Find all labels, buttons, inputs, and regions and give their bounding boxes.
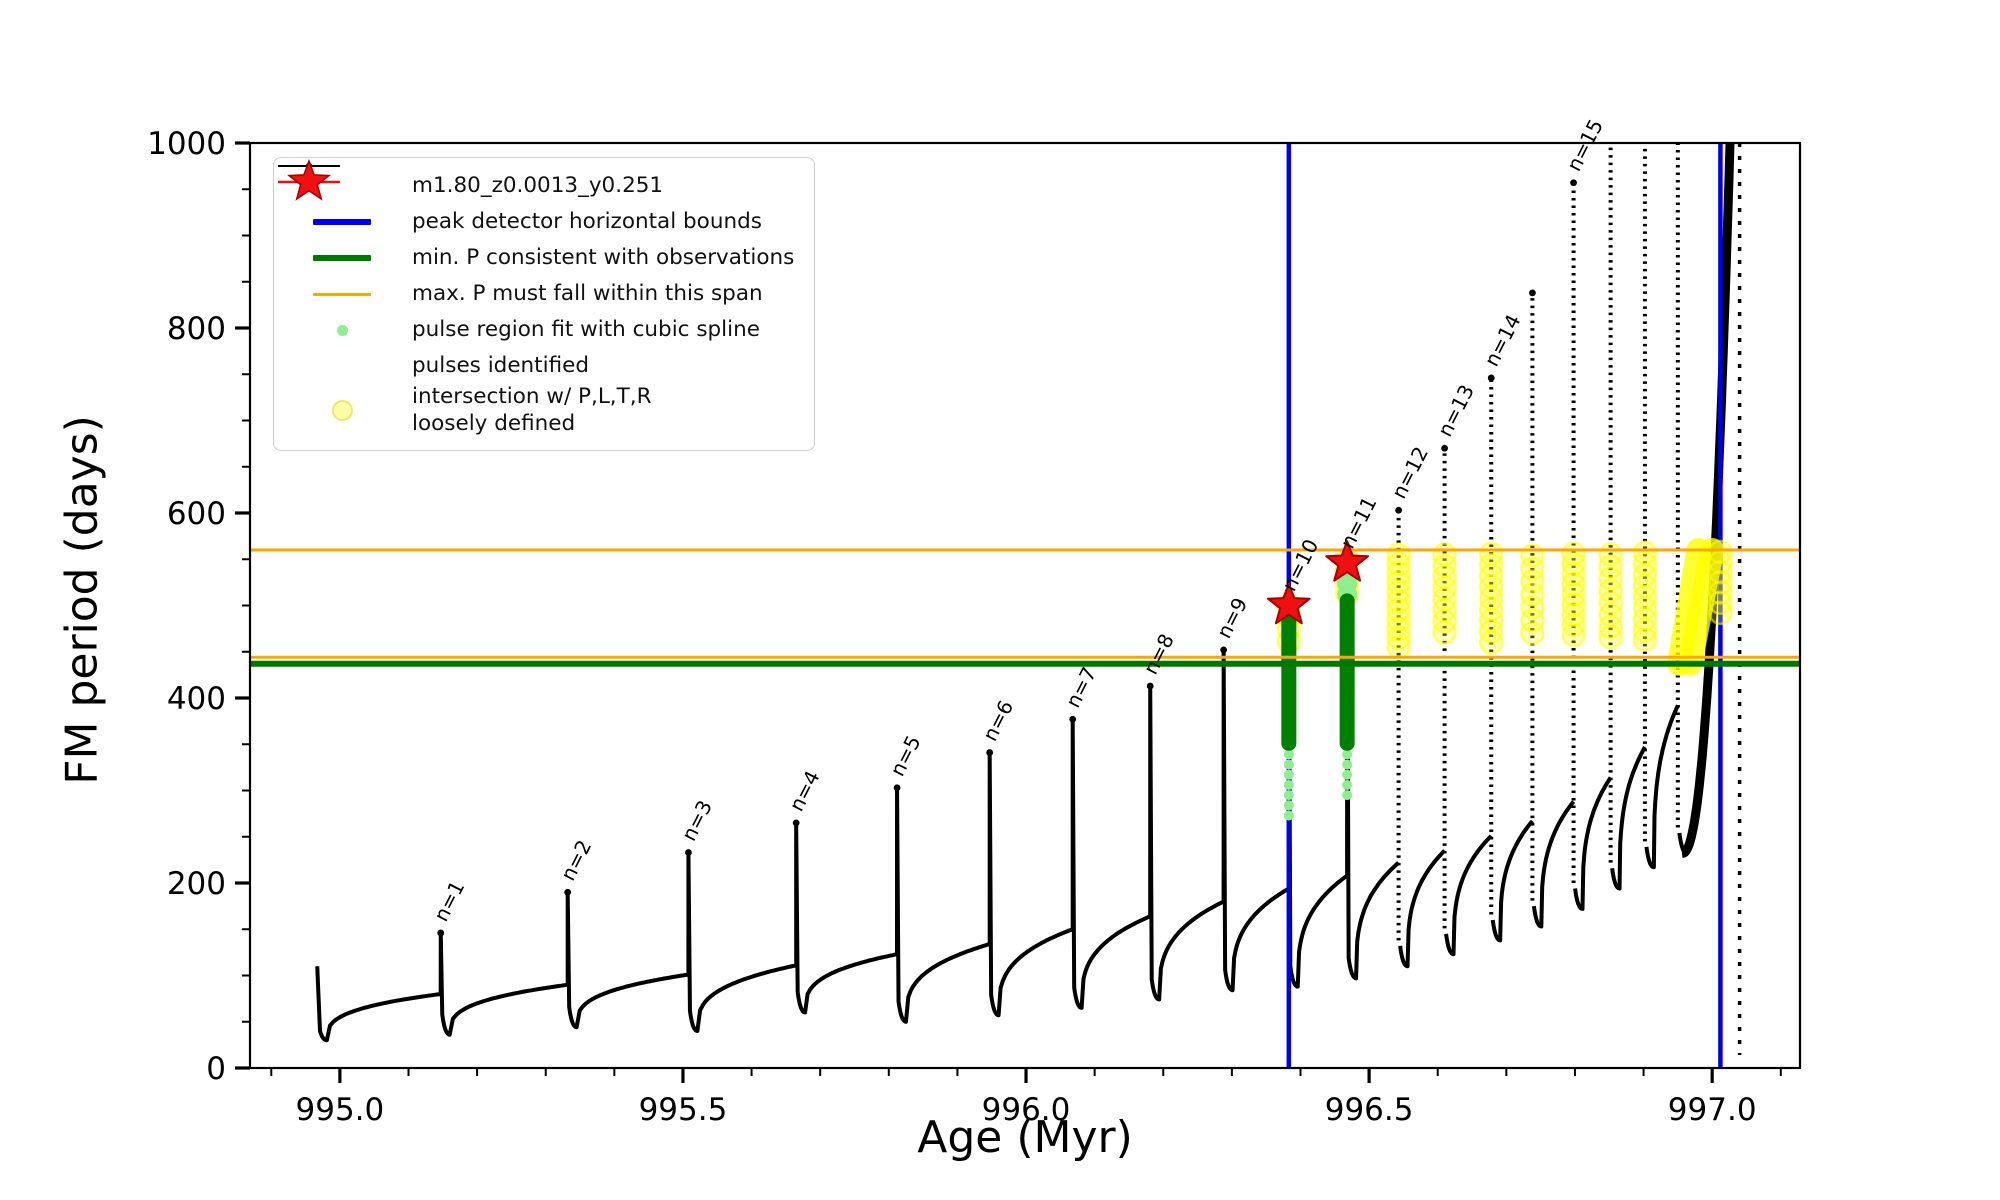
legend-row-pulses: pulses identified <box>278 158 794 384</box>
green-line-icon <box>286 255 398 261</box>
pulse-star <box>1266 582 1311 625</box>
spike-label: n=1 <box>429 877 470 925</box>
legend-label: intersection w/ P,L,T,R loosely defined <box>412 384 652 436</box>
spike-top-marker <box>1441 444 1448 452</box>
legend: m1.80_z0.0013_y0.251 peak detector horiz… <box>273 157 816 451</box>
spike-label: n=8 <box>1138 630 1179 678</box>
x-tick-label: 996.0 <box>982 1092 1071 1128</box>
legend-label: max. P must fall within this span <box>412 280 763 306</box>
blue-line-icon <box>286 219 398 225</box>
spike-label: n=2 <box>556 836 597 884</box>
spike-label: n=11 <box>1335 493 1381 553</box>
spike-label: n=3 <box>677 796 718 844</box>
spike-top-marker <box>1570 179 1577 187</box>
legend-row-max-p: max. P must fall within this span <box>286 276 794 312</box>
axis-ticks <box>235 141 1782 1083</box>
spike-label: n=15 <box>1562 115 1608 175</box>
y-tick-label: 800 <box>167 311 226 347</box>
spike-label: n=6 <box>978 696 1019 744</box>
legend-row-spline: pulse region fit with cubic spline <box>286 312 794 348</box>
spike-label: n=12 <box>1387 443 1433 503</box>
spike-top-marker <box>986 749 994 756</box>
spike-top-marker <box>1220 646 1228 654</box>
x-tick-label: 996.5 <box>1325 1092 1414 1128</box>
spike-label: n=5 <box>885 732 926 780</box>
spike-label: n=4 <box>784 767 825 815</box>
yellow-dot-icon <box>286 400 398 422</box>
spike-label: n=7 <box>1061 663 1102 711</box>
spike-top-marker <box>1146 682 1154 690</box>
spike-label: n=10 <box>1277 535 1323 595</box>
x-tick-label: 995.5 <box>639 1092 728 1128</box>
x-tick-label: 997.0 <box>1668 1092 1757 1128</box>
y-tick-label: 1000 <box>147 126 226 162</box>
spike-top-marker <box>685 849 692 856</box>
spike-top-marker <box>564 888 572 896</box>
y-tick-label: 0 <box>206 1051 226 1087</box>
x-tick-label: 995.0 <box>296 1092 385 1128</box>
legend-label: min. P consistent with observations <box>412 244 795 270</box>
y-tick-label: 400 <box>167 681 226 717</box>
legend-label: m1.80_z0.0013_y0.251 <box>412 172 664 198</box>
pulse-star <box>1325 540 1370 582</box>
spike-top-marker <box>1069 715 1077 723</box>
legend-row-peak-bounds: peak detector horizontal bounds <box>286 204 794 240</box>
spike-label: n=13 <box>1433 381 1479 441</box>
spike-top-marker <box>437 929 445 937</box>
spike-top-marker <box>893 784 901 792</box>
spike-top-marker <box>1395 506 1403 514</box>
legend-row-series: m1.80_z0.0013_y0.251 <box>278 162 794 204</box>
lightgreen-dot-icon <box>286 324 398 336</box>
legend-label: pulse region fit with cubic spline <box>412 316 760 342</box>
orange-line-icon <box>286 292 398 296</box>
tick-labels: 995.0 995.5 996.0 996.5 997.0 0 200 400 600 800 10… <box>147 126 1756 1128</box>
y-tick-label: 200 <box>167 866 226 902</box>
legend-row-min-p: min. P consistent with observations <box>286 240 794 276</box>
spike-top-marker <box>792 819 800 827</box>
y-axis-label: FM period (days) <box>56 415 108 785</box>
spike-label: n=14 <box>1479 310 1525 370</box>
x-axis-label: Age (Myr) <box>917 1112 1133 1163</box>
spike-top-marker <box>1529 289 1536 297</box>
final-rise-curve <box>1681 142 1735 858</box>
legend-label: pulses identified <box>412 352 590 378</box>
y-tick-label: 600 <box>167 496 226 532</box>
legend-row-intersection: intersection w/ P,L,T,R loosely defined <box>286 384 794 438</box>
legend-label: peak detector horizontal bounds <box>412 208 762 234</box>
spike-label: n=9 <box>1212 594 1253 642</box>
spike-top-marker <box>1487 374 1495 382</box>
plot-border <box>248 141 1802 1070</box>
